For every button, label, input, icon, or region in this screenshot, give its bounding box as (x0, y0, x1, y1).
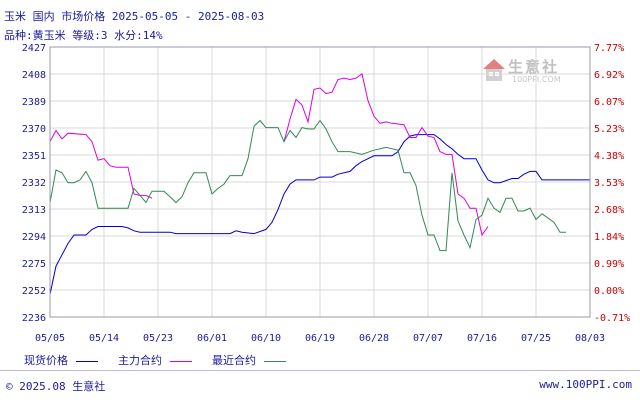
series-line (49, 129, 153, 199)
x-tick-label: 07/16 (467, 333, 497, 344)
y-right-tick-label: 2.68% (594, 205, 624, 216)
y-left-tick-label: 2389 (22, 97, 46, 108)
footer-copyright: © 2025.08 生意社 (6, 380, 106, 393)
y-right-tick-label: 7.77% (594, 43, 624, 54)
chart-axes: 2427 7.77% 2408 6.92% 2389 6.07% 2370 5.23% 2351… (22, 43, 630, 344)
y-left-tick-label: 2252 (22, 286, 46, 297)
chart-subtitle: 品种:黄玉米 等级:3 水分:14% (4, 29, 163, 42)
y-right-tick-label: 3.53% (594, 178, 624, 189)
watermark-name: 生意社 (508, 58, 560, 76)
series-3 (49, 119, 566, 252)
x-tick-label: 06/01 (197, 333, 227, 344)
x-tick-label: 06/28 (359, 333, 389, 344)
y-left-tick-label: 2313 (22, 205, 46, 216)
x-tick-label: 06/19 (305, 333, 335, 344)
series-line (49, 134, 590, 295)
x-tick-label: 06/10 (251, 333, 281, 344)
chart-legend: 现货价格 主力合约 最近合约 (24, 352, 306, 368)
series-line-segment (283, 73, 489, 237)
series-line (49, 119, 566, 252)
x-tick-label: 05/14 (89, 333, 119, 344)
price-line-chart: 2427 7.77% 2408 6.92% 2389 6.07% 2370 5.23% 2351… (22, 43, 630, 344)
x-tick-label: 05/05 (35, 333, 65, 344)
y-left-tick-label: 2370 (22, 124, 46, 135)
y-right-tick-label: -0.71% (594, 313, 630, 324)
series-1 (49, 134, 590, 295)
footer-divider (0, 370, 640, 371)
y-right-tick-label: 6.07% (594, 97, 624, 108)
y-right-tick-label: 5.23% (594, 124, 624, 135)
legend-swatch (76, 360, 98, 362)
y-right-tick-label: 6.92% (594, 70, 624, 81)
y-left-tick-label: 2236 (22, 313, 46, 324)
y-right-tick-label: 4.38% (594, 151, 624, 162)
legend-item: 主力合约 (118, 352, 198, 368)
legend-swatch (264, 360, 286, 362)
x-tick-label: 07/07 (413, 333, 443, 344)
x-tick-label: 08/03 (575, 333, 605, 344)
legend-item: 最近合约 (212, 352, 292, 368)
plot-frame (49, 46, 591, 318)
legend-label: 现货价格 (24, 354, 68, 367)
legend-item: 现货价格 (24, 352, 104, 368)
x-tick-label: 07/25 (521, 333, 551, 344)
y-right-tick-label: 0.00% (594, 286, 624, 297)
legend-swatch (170, 360, 192, 362)
chart-title: 玉米 国内 市场价格 2025-05-05 - 2025-08-03 (4, 10, 265, 23)
y-right-tick-label: 1.84% (594, 232, 624, 243)
y-left-tick-label: 2408 (22, 70, 46, 81)
x-tick-label: 05/23 (143, 333, 173, 344)
series-2 (49, 73, 489, 237)
y-left-tick-label: 2427 (22, 43, 46, 54)
legend-label: 最近合约 (212, 354, 256, 367)
chart-series (49, 73, 590, 295)
footer-url: www.100PPI.com (539, 378, 632, 391)
y-left-tick-label: 2294 (22, 232, 46, 243)
legend-label: 主力合约 (118, 354, 162, 367)
y-right-tick-label: 0.99% (594, 259, 624, 270)
y-left-tick-label: 2332 (22, 178, 46, 189)
y-left-tick-label: 2351 (22, 151, 46, 162)
y-left-tick-label: 2275 (22, 259, 46, 270)
